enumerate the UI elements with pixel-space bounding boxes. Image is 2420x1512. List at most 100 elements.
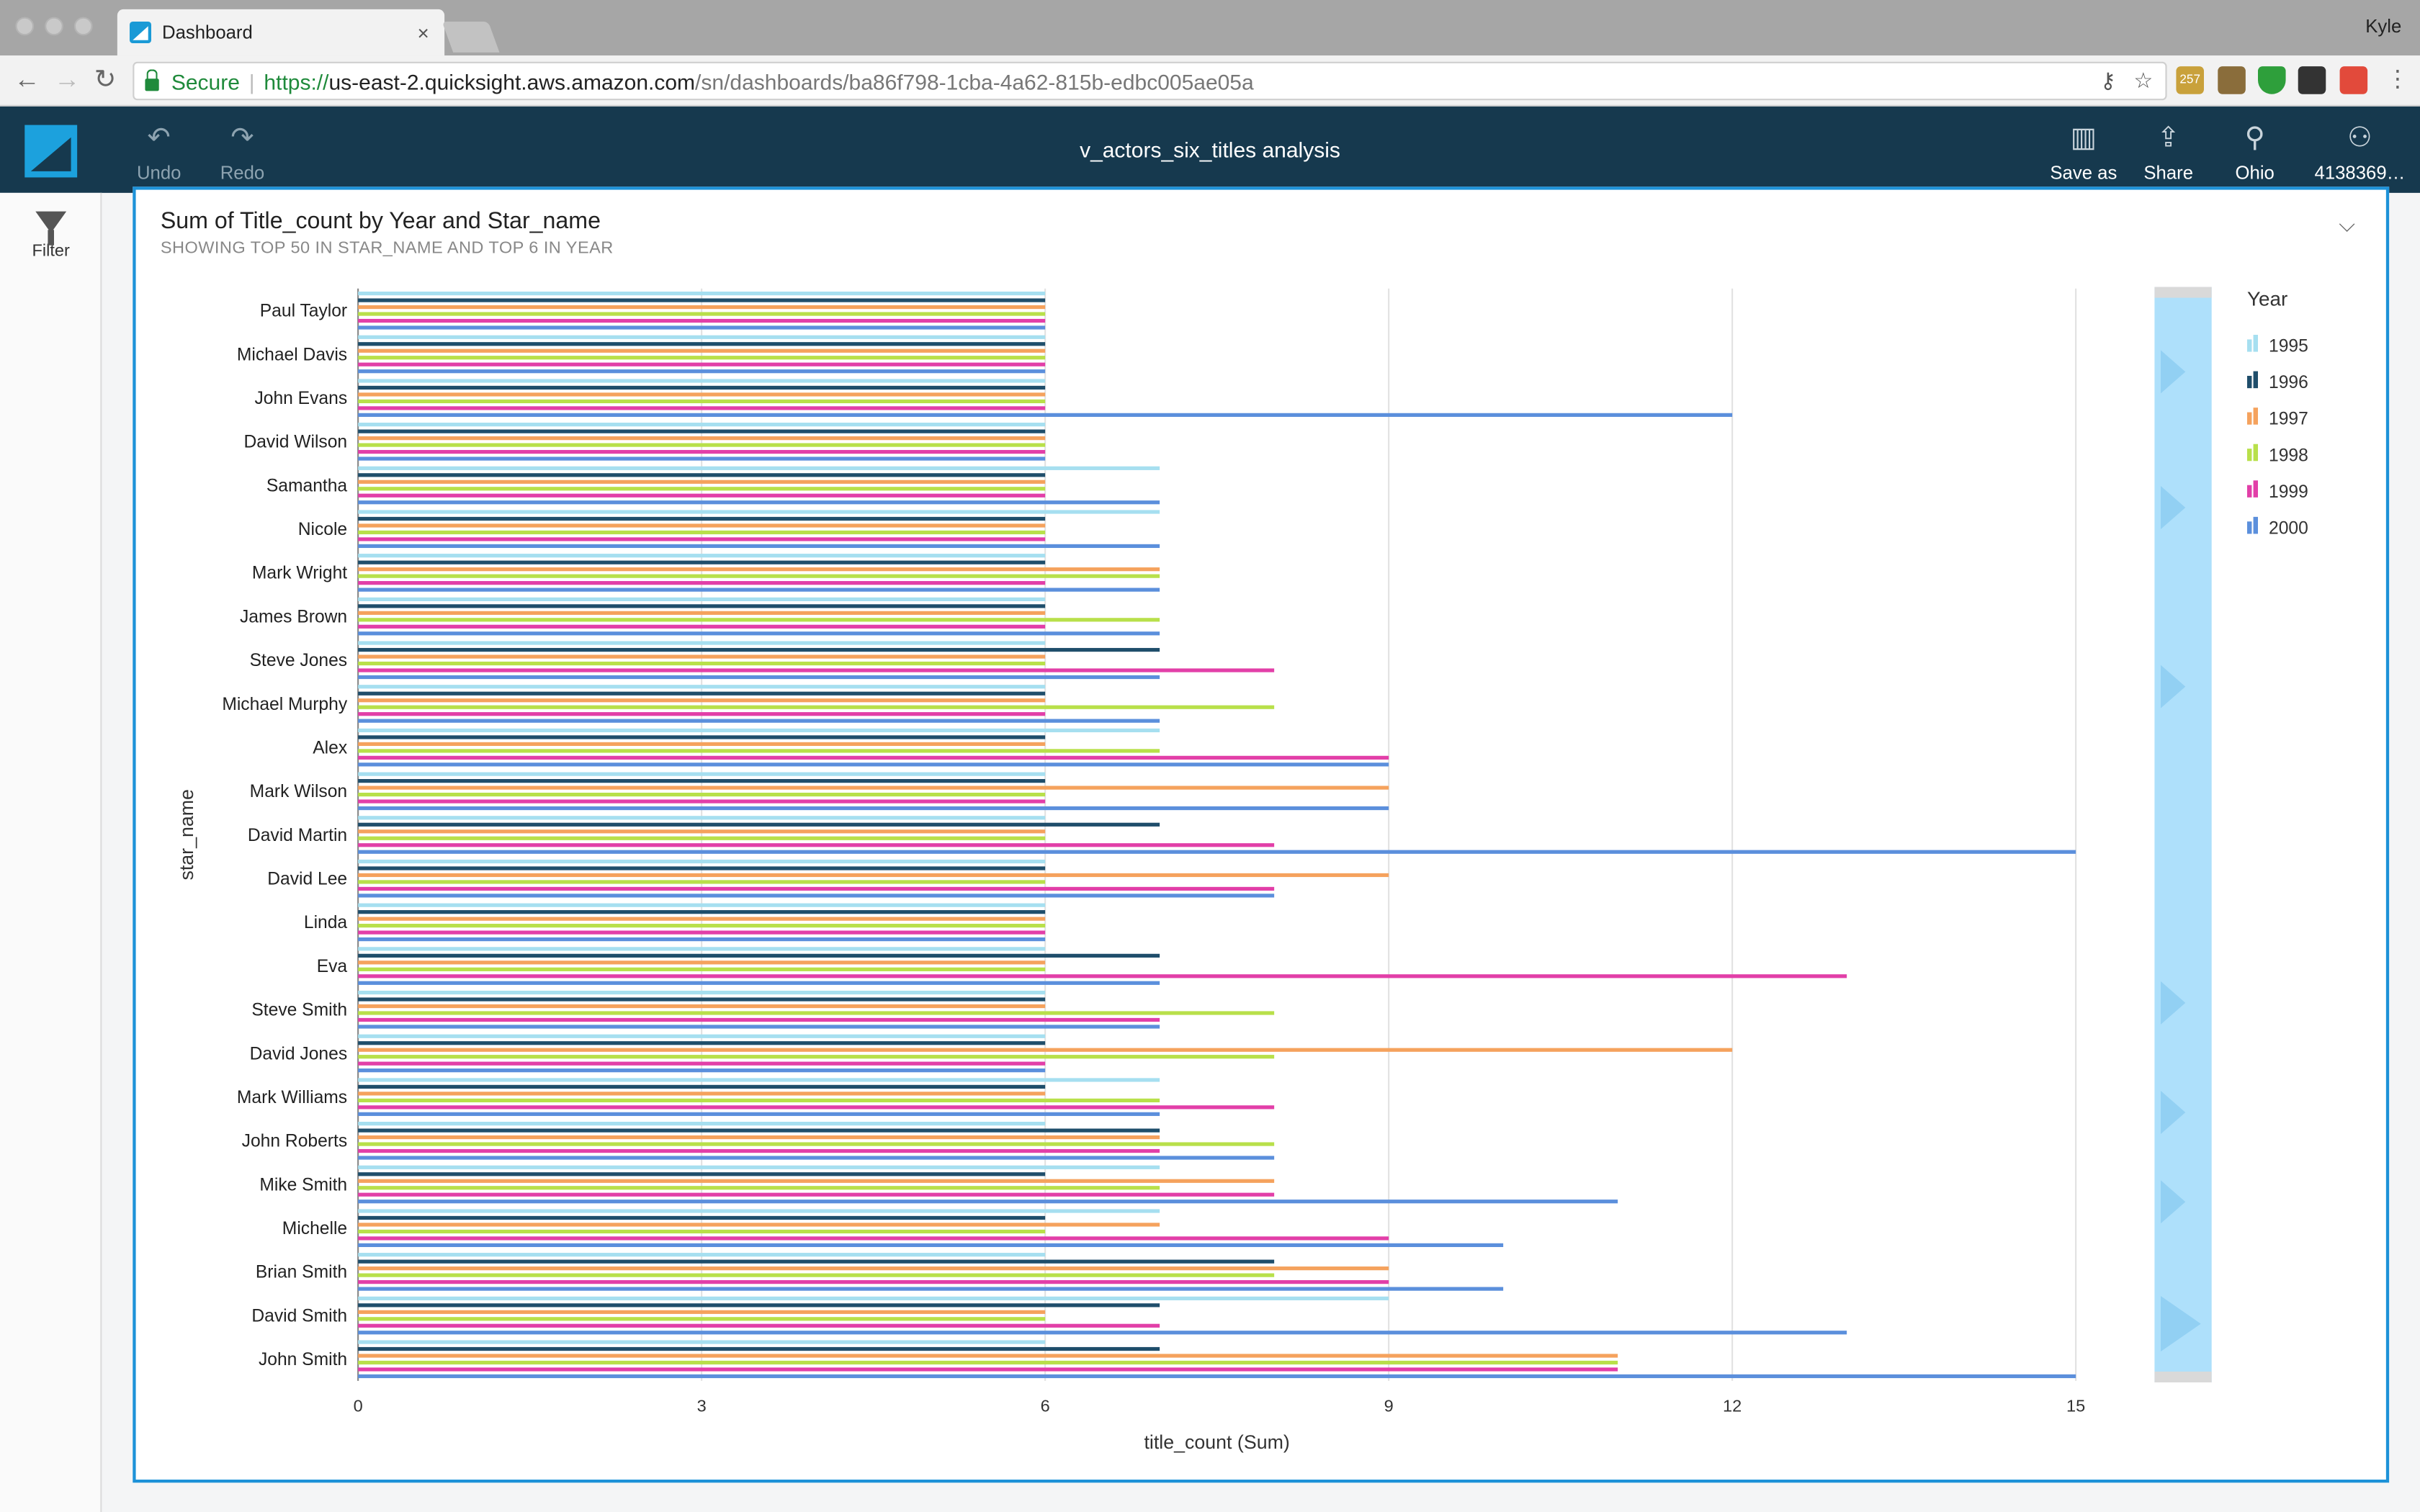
bar[interactable] — [358, 325, 1046, 330]
legend-entry-label[interactable]: 1996 — [2269, 373, 2308, 392]
bar[interactable] — [358, 1061, 1046, 1066]
bar[interactable] — [358, 1179, 1275, 1183]
bar[interactable] — [358, 661, 1046, 666]
browser-profile-name[interactable]: Kyle — [2365, 15, 2402, 37]
bar[interactable] — [358, 291, 1046, 296]
zoom-window-icon[interactable] — [73, 17, 93, 36]
bar[interactable] — [358, 348, 1046, 353]
extension-google-icon[interactable] — [2339, 66, 2368, 94]
bar[interactable] — [358, 342, 1046, 346]
bar[interactable] — [358, 530, 1046, 535]
bar[interactable] — [358, 859, 1046, 864]
bar[interactable] — [358, 588, 1160, 592]
bar[interactable] — [358, 886, 1275, 891]
bar[interactable] — [358, 1317, 1046, 1321]
bar[interactable] — [358, 523, 1046, 528]
bar[interactable] — [358, 1017, 1160, 1022]
address-bar[interactable]: Secure | https:// us-east-2.quicksight.a… — [133, 61, 2167, 101]
bar[interactable] — [358, 544, 1160, 549]
bar[interactable] — [358, 822, 1160, 827]
bar[interactable] — [358, 1156, 1275, 1160]
bar[interactable] — [358, 318, 1046, 323]
bar[interactable] — [358, 537, 1046, 541]
bar[interactable] — [358, 1259, 1275, 1264]
bar[interactable] — [358, 762, 1389, 767]
forward-arrow-icon[interactable]: → — [54, 65, 81, 94]
bar[interactable] — [358, 493, 1046, 498]
bar[interactable] — [358, 924, 1046, 928]
bar[interactable] — [358, 685, 1046, 689]
bar[interactable] — [358, 641, 1046, 645]
bar[interactable] — [358, 960, 1046, 965]
bar[interactable] — [358, 567, 1160, 572]
bar[interactable] — [358, 1374, 2076, 1379]
bar[interactable] — [358, 466, 1160, 470]
bar[interactable] — [358, 1078, 1160, 1082]
bar[interactable] — [358, 1068, 1046, 1073]
share-button[interactable]: ⇪ Share — [2136, 122, 2201, 184]
bar[interactable] — [358, 1048, 1733, 1052]
bar[interactable] — [358, 385, 1046, 390]
bar[interactable] — [358, 728, 1160, 733]
bar[interactable] — [358, 1215, 1046, 1220]
bar[interactable] — [358, 436, 1046, 441]
bar[interactable] — [358, 836, 1046, 840]
bar[interactable] — [358, 1360, 1618, 1365]
legend-entry-label[interactable]: 1999 — [2269, 482, 2308, 502]
bar[interactable] — [358, 554, 1046, 558]
bar[interactable] — [358, 910, 1046, 914]
bar[interactable] — [358, 631, 1160, 636]
bar[interactable] — [358, 786, 1389, 790]
bar[interactable] — [358, 691, 1046, 696]
bar[interactable] — [358, 379, 1046, 383]
bar[interactable] — [358, 930, 1046, 935]
bar[interactable] — [358, 1084, 1046, 1089]
back-arrow-icon[interactable]: ← — [14, 65, 40, 94]
bar[interactable] — [358, 429, 1046, 433]
bar[interactable] — [358, 668, 1275, 672]
legend-entry-label[interactable]: 1995 — [2269, 337, 2308, 356]
bar[interactable] — [358, 611, 1046, 615]
bar[interactable] — [358, 1148, 1160, 1153]
extension-shield-icon[interactable] — [2258, 66, 2286, 94]
bar[interactable] — [358, 873, 1389, 878]
bar[interactable] — [358, 1354, 1618, 1358]
bookmark-star-icon[interactable]: ☆ — [2133, 68, 2154, 93]
browser-menu-icon[interactable]: ⋮ — [2385, 66, 2409, 93]
bar[interactable] — [358, 1192, 1275, 1197]
bar[interactable] — [358, 772, 1046, 776]
bar[interactable] — [358, 1340, 1046, 1344]
bar[interactable] — [358, 356, 1046, 360]
bar[interactable] — [358, 1025, 1160, 1029]
bar[interactable] — [358, 1303, 1160, 1308]
bar[interactable] — [358, 843, 1275, 847]
bar[interactable] — [358, 413, 1733, 417]
bar[interactable] — [358, 1266, 1389, 1271]
bar[interactable] — [358, 618, 1160, 622]
new-tab-button[interactable] — [442, 22, 500, 53]
undo-button[interactable]: ↶ Undo — [127, 122, 192, 184]
bar[interactable] — [358, 712, 1046, 716]
bar[interactable] — [358, 1055, 1275, 1059]
bar[interactable] — [358, 362, 1046, 366]
bar[interactable] — [358, 305, 1046, 310]
bar[interactable] — [358, 487, 1046, 491]
bar[interactable] — [358, 850, 2076, 854]
bar[interactable] — [358, 719, 1160, 723]
bar[interactable] — [358, 335, 1046, 339]
bar[interactable] — [358, 1142, 1275, 1146]
bar[interactable] — [358, 480, 1046, 484]
bar[interactable] — [358, 953, 1160, 958]
bar[interactable] — [358, 974, 1847, 978]
bar[interactable] — [358, 574, 1160, 578]
bar[interactable] — [358, 698, 1046, 703]
save-as-button[interactable]: ▥ Save as — [2043, 122, 2123, 184]
bar[interactable] — [358, 654, 1046, 659]
bar[interactable] — [358, 792, 1046, 797]
reload-icon[interactable]: ↻ — [94, 65, 117, 94]
bar[interactable] — [358, 947, 1046, 951]
bar[interactable] — [358, 1135, 1160, 1140]
bar[interactable] — [358, 510, 1160, 514]
bar[interactable] — [358, 449, 1046, 454]
bar[interactable] — [358, 1004, 1046, 1009]
